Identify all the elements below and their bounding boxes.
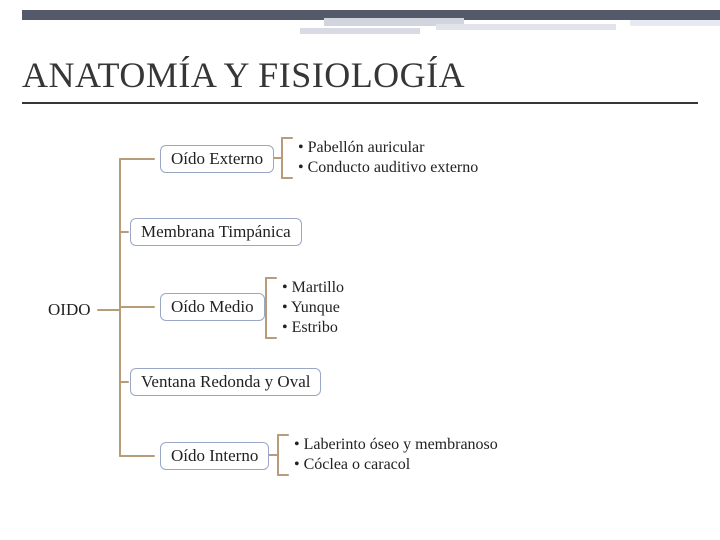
bullet-item: Pabellón auricular bbox=[298, 138, 478, 158]
header-decoration bbox=[0, 0, 720, 32]
branch-node: Oído Interno bbox=[160, 442, 269, 470]
root-node: OIDO bbox=[48, 300, 91, 320]
hierarchy-diagram: OIDO Oído Externo Pabellón auricularCondu… bbox=[0, 120, 720, 540]
page-title: ANATOMÍA Y FISIOLOGÍA bbox=[22, 54, 465, 96]
separator-node: Membrana Timpánica bbox=[130, 218, 302, 246]
bullet-item: Cóclea o caracol bbox=[294, 455, 498, 475]
separator-node: Ventana Redonda y Oval bbox=[130, 368, 321, 396]
branch-node: Oído Medio bbox=[160, 293, 265, 321]
bullet-item: Laberinto óseo y membranoso bbox=[294, 435, 498, 455]
bullet-item: Estribo bbox=[282, 318, 344, 338]
bullet-item: Yunque bbox=[282, 298, 344, 318]
bullet-list: Pabellón auricularConducto auditivo exte… bbox=[298, 138, 478, 178]
bullet-item: Martillo bbox=[282, 278, 344, 298]
bullet-list: Laberinto óseo y membranosoCóclea o cara… bbox=[294, 435, 498, 475]
bullet-item: Conducto auditivo externo bbox=[298, 158, 478, 178]
bullet-list: MartilloYunqueEstribo bbox=[282, 278, 344, 338]
title-underline bbox=[22, 102, 698, 104]
connector-lines bbox=[0, 120, 720, 540]
branch-node: Oído Externo bbox=[160, 145, 274, 173]
